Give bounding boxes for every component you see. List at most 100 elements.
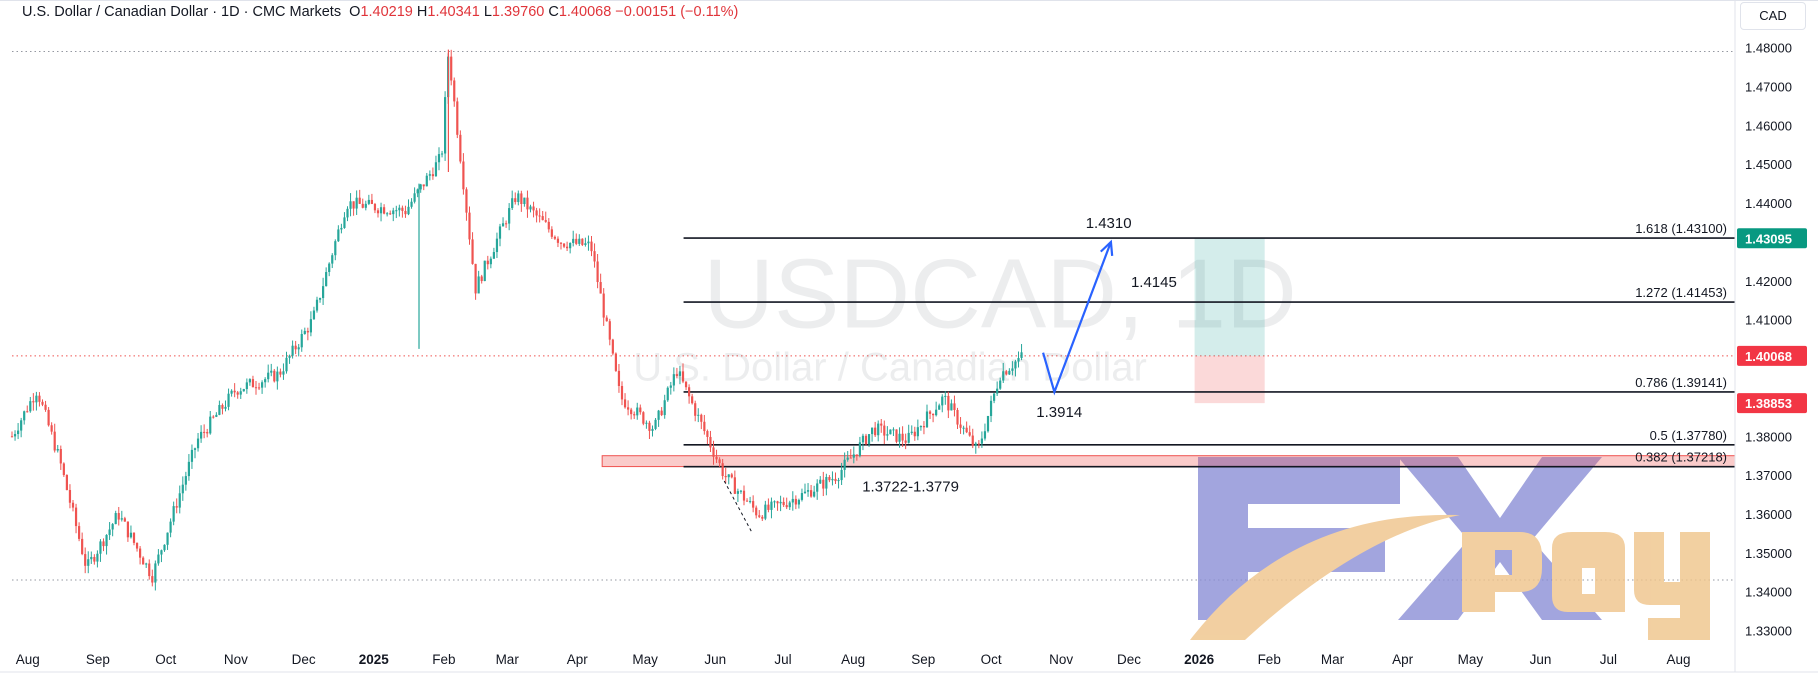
candle-141: [440, 150, 444, 158]
candle-body: [340, 227, 343, 230]
symbol-header: U.S. Dollar / Canadian Dollar · 1D · CMC…: [22, 4, 738, 20]
candle-body: [450, 56, 453, 81]
candle-body: [684, 381, 688, 388]
candle-24: [84, 547, 87, 574]
candle-body: [142, 557, 145, 565]
candle-body: [944, 395, 947, 397]
candle-body: [855, 454, 858, 456]
candle-174: [541, 210, 544, 221]
candle-247: [764, 500, 767, 521]
candle-body: [318, 298, 322, 300]
candle-body: [105, 534, 108, 547]
symbol-line: U.S. Dollar / Canadian Dollar · 1D · CMC…: [22, 4, 342, 20]
candle-body: [401, 207, 404, 211]
candle-172: [535, 207, 538, 223]
candle-191: [593, 243, 596, 268]
candle-body: [861, 435, 865, 443]
candle-body: [349, 201, 352, 209]
candle-body: [566, 246, 569, 249]
candle-117: [367, 194, 370, 206]
candle-238: [736, 488, 739, 502]
candle-303: [935, 401, 938, 417]
candle-body: [633, 414, 636, 416]
fib-label-2: 0.786 (1.39141): [1635, 375, 1727, 390]
candle-51: [166, 532, 169, 550]
candle-41: [135, 542, 139, 552]
candle-body: [535, 210, 538, 216]
candle-body: [267, 372, 270, 380]
currency-button[interactable]: CAD: [1740, 2, 1806, 30]
stop-price-tag-bg: [1737, 393, 1807, 414]
candle-body: [675, 374, 678, 376]
support-zone: [601, 455, 1736, 468]
candle-body: [96, 553, 99, 562]
candle-body: [932, 413, 935, 416]
fib-label-4: 0.382 (1.37218): [1635, 450, 1727, 465]
candle-body: [196, 438, 200, 449]
candle-237: [733, 470, 736, 495]
candle-115: [361, 198, 364, 209]
candle-body: [1002, 371, 1005, 381]
candle-body: [215, 414, 218, 417]
candle-body: [877, 423, 880, 436]
candle-103: [325, 267, 328, 287]
open-label: O: [349, 4, 361, 20]
candle-254: [785, 497, 788, 510]
x-tick-label: Dec: [1117, 652, 1141, 667]
candle-277: [855, 454, 858, 461]
candle-body: [691, 396, 694, 404]
candle-152: [474, 263, 477, 300]
y-tick-label: 1.45000: [1745, 157, 1792, 172]
candle-body: [526, 197, 529, 210]
candle-278: [858, 436, 861, 458]
candle-body: [755, 507, 758, 516]
candle-body: [572, 238, 575, 243]
candle-body: [1005, 371, 1008, 375]
candle-body: [965, 427, 968, 433]
candle-body: [550, 229, 553, 237]
candle-220: [681, 363, 685, 384]
candle-86: [273, 368, 276, 383]
candle-318: [980, 431, 983, 448]
candle-187: [581, 238, 584, 247]
candle-body: [1011, 368, 1014, 371]
candle-281: [867, 433, 871, 447]
candle-body: [437, 154, 441, 163]
candle-body: [209, 416, 212, 434]
candle-61: [196, 432, 200, 452]
candle-317: [977, 440, 980, 449]
candle-266: [822, 471, 825, 497]
candle-body: [874, 427, 877, 436]
candle-body: [508, 208, 511, 224]
candle-315: [971, 428, 974, 449]
candle-139: [434, 155, 438, 177]
candle-23: [81, 532, 84, 556]
candle-body: [157, 554, 160, 564]
candle-299: [922, 421, 926, 435]
candle-72: [230, 389, 233, 397]
candle-body: [669, 385, 672, 388]
candle-216: [669, 381, 672, 395]
candle-263: [813, 485, 816, 498]
x-tick-label: Nov: [224, 652, 248, 667]
candle-207: [642, 411, 645, 426]
candle-138: [431, 167, 434, 180]
last-price-tag-bg: [1737, 345, 1807, 366]
candle-283: [874, 421, 877, 437]
candle-16: [59, 445, 62, 470]
candle-body: [282, 371, 285, 375]
candle-294: [907, 424, 910, 444]
annotation-support: 1.3722-1.3779: [862, 479, 959, 496]
candle-body: [312, 310, 316, 320]
candle-77: [245, 378, 248, 394]
x-tick-label: May: [632, 652, 658, 667]
candle-body: [50, 425, 53, 432]
candle-body: [718, 459, 721, 464]
candle-body: [901, 433, 904, 441]
candle-5: [26, 405, 29, 413]
candle-body: [288, 355, 291, 358]
candle-body: [608, 321, 611, 340]
candle-body: [169, 521, 172, 533]
candle-132: [413, 187, 416, 204]
